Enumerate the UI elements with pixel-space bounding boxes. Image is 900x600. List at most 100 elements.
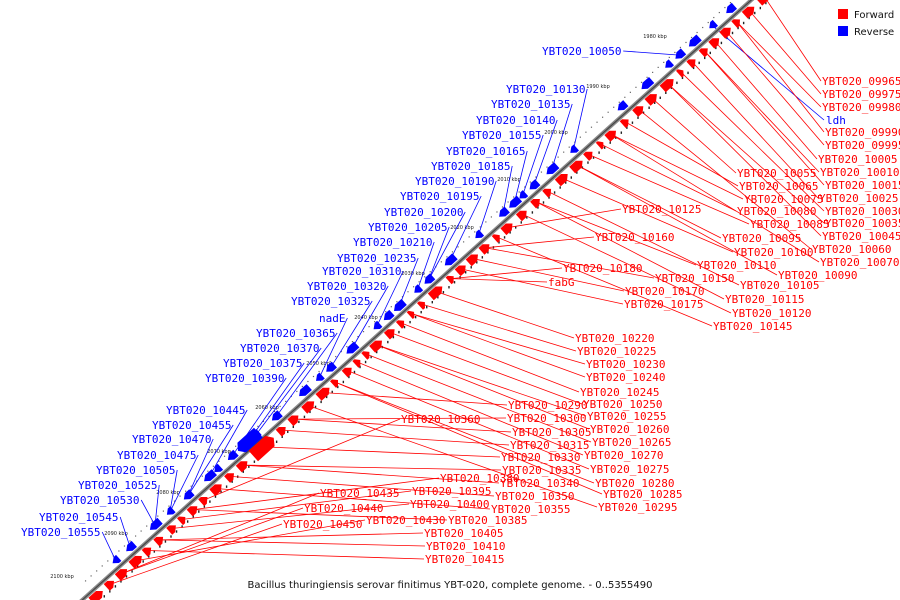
forward-gene-arrow [491, 234, 500, 243]
forward-gene-label: YBT020_10025 [819, 192, 898, 205]
scale-mark [748, 16, 750, 20]
forward-connector [536, 201, 697, 266]
reverse-gene-label: YBT020_10455 [152, 419, 231, 432]
reverse-gene-label: YBT020_10505 [96, 464, 175, 477]
scale-mark [676, 81, 678, 85]
scale-mark [603, 146, 606, 149]
scale-mark [103, 595, 105, 598]
scale-mark [248, 465, 250, 468]
scale-mark [570, 176, 572, 179]
tick-label: 2090 kbp [104, 531, 128, 537]
scale-mark [186, 520, 189, 523]
reverse-gene-arrow [326, 361, 337, 372]
scale-dot [507, 201, 509, 203]
forward-connector [193, 509, 448, 521]
scale-dot [168, 505, 170, 507]
forward-gene-arrow [554, 174, 568, 187]
forward-connector [376, 344, 590, 430]
forward-gene-label: YBT020_10060 [812, 243, 891, 256]
forward-connector [667, 83, 825, 224]
scale-mark [598, 151, 600, 154]
reverse-gene-arrow [444, 253, 458, 266]
scale-mark [592, 156, 595, 159]
forward-gene-label: YBT020_10410 [426, 540, 505, 553]
scale-mark [537, 206, 539, 209]
scale-mark [109, 590, 111, 593]
scale-dot [601, 116, 604, 118]
forward-connector [680, 72, 825, 212]
tick-label: 2030 kbp [401, 271, 425, 277]
scale-dot [618, 101, 620, 103]
scale-mark [698, 61, 700, 65]
reverse-gene-arrow [641, 77, 655, 90]
forward-gene-label: YBT020_10055 [737, 167, 816, 180]
scale-mark [520, 221, 522, 224]
scale-dot [96, 570, 98, 572]
reverse-connector [101, 531, 117, 561]
legend-reverse-label: Reverse [854, 27, 894, 38]
forward-gene-label: YBT020_10220 [575, 332, 654, 345]
scale-dot [579, 136, 581, 138]
forward-connector [749, 10, 822, 95]
forward-connector [230, 476, 495, 497]
scale-dot [707, 21, 709, 24]
scale-dot [457, 246, 459, 248]
forward-connector [651, 98, 737, 174]
scale-dot [729, 1, 732, 4]
forward-gene-label: YBT020_10280 [595, 477, 674, 490]
forward-gene-arrow [619, 119, 629, 128]
scale-mark [314, 405, 317, 409]
scale-dot [173, 500, 176, 502]
forward-connector [577, 165, 778, 276]
forward-gene-arrow [275, 427, 286, 437]
scale-mark [437, 296, 439, 299]
reverse-gene-arrow [271, 410, 283, 421]
forward-gene-arrow [287, 415, 299, 427]
reverse-connector [533, 119, 558, 186]
forward-connector [667, 83, 822, 237]
scale-mark [398, 330, 400, 334]
tick-label: 2020 kbp [450, 225, 474, 231]
forward-gene-label: YBT020_10340 [500, 477, 579, 490]
scale-mark [153, 550, 156, 553]
reverse-gene-arrow [373, 320, 383, 330]
reverse-connector [329, 300, 373, 369]
forward-gene-arrow [698, 48, 708, 58]
reverse-gene-arrow [346, 341, 360, 354]
reverse-gene-label: YBT020_10210 [353, 236, 432, 249]
forward-gene-label: YBT020_10395 [412, 485, 491, 498]
reverse-gene-arrow [112, 554, 122, 564]
reverse-gene-arrow [126, 540, 137, 552]
scale-mark [409, 320, 411, 324]
scale-mark [287, 430, 289, 434]
forward-gene-label: YBT020_10080 [737, 205, 816, 218]
scale-dot [212, 465, 215, 467]
scale-mark [659, 96, 661, 99]
forward-gene-label: YBT020_10145 [713, 320, 792, 333]
scale-dot [101, 565, 103, 567]
forward-connector [536, 201, 725, 300]
scale-mark [225, 485, 228, 488]
scale-dot [674, 51, 676, 54]
forward-connector [692, 61, 819, 199]
scale-dot [412, 286, 415, 288]
scale-dot [301, 385, 303, 388]
scale-dot [646, 76, 648, 78]
forward-gene-arrow [445, 275, 454, 285]
scale-dot [490, 216, 492, 218]
scale-dot [590, 126, 593, 128]
scale-dot [496, 211, 498, 213]
reverse-gene-arrow [726, 2, 737, 14]
reverse-gene-arrow [227, 449, 239, 460]
scale-dot [702, 26, 704, 29]
scale-dot [468, 236, 470, 238]
scale-mark [325, 395, 328, 399]
scale-mark [559, 186, 561, 189]
scale-mark [665, 91, 667, 94]
forward-gene-label: YBT020_10270 [584, 449, 663, 462]
forward-gene-arrow [341, 367, 352, 378]
forward-gene-label: YBT020_10075 [744, 193, 823, 206]
scale-mark [487, 251, 489, 254]
scale-dot [218, 460, 220, 462]
scale-mark [626, 126, 628, 129]
